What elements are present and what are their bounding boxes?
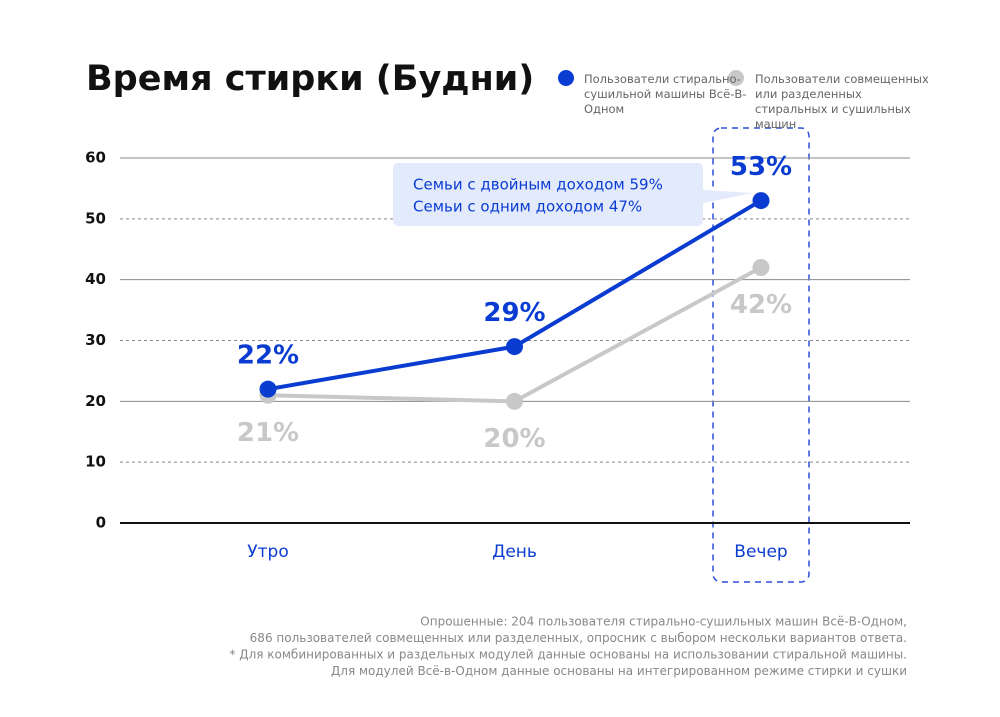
footnote: Для модулей Всё-в-Одном данные основаны …	[331, 664, 907, 678]
data-point	[506, 338, 523, 356]
data-point	[752, 192, 770, 210]
footnote: 686 пользователей совмещенных или раздел…	[250, 631, 907, 645]
highlight-box	[712, 127, 810, 583]
x-tick-label: Утро	[247, 542, 288, 562]
annotation-text: Семьи с одним доходом 47%	[413, 198, 642, 216]
data-label: 22%	[237, 341, 299, 371]
legend-marker	[558, 70, 574, 86]
y-tick-label: 50	[85, 209, 106, 227]
data-label: 42%	[730, 290, 792, 320]
legend-label: Пользователи совмещенных или разделенных…	[755, 72, 929, 131]
y-tick-label: 40	[85, 270, 106, 288]
data-point	[259, 380, 277, 398]
annotation-text: Семьи с двойным доходом 59%	[413, 176, 663, 194]
legend-label: Пользователи стирально-сушильной машины …	[584, 72, 747, 116]
y-tick-label: 60	[85, 149, 106, 167]
data-label: 21%	[237, 418, 299, 448]
annotation-box	[393, 163, 753, 226]
series-line	[267, 198, 763, 392]
series-line	[267, 265, 762, 404]
footnote: Опрошенные: 204 пользователя стирально-с…	[420, 615, 907, 629]
data-label: 53%	[730, 152, 792, 182]
chart-title: Время стирки (Будни)	[86, 59, 534, 99]
y-tick-label: 30	[85, 331, 106, 349]
y-tick-label: 20	[85, 392, 106, 410]
y-tick-label: 10	[85, 453, 106, 471]
legend-marker	[728, 70, 744, 86]
data-point	[506, 392, 523, 410]
data-label: 20%	[483, 424, 545, 454]
footnote: * Для комбинированных и раздельных модул…	[229, 648, 907, 662]
y-tick-label: 0	[96, 514, 106, 532]
data-label: 29%	[483, 298, 545, 328]
x-tick-label: День	[492, 542, 537, 562]
data-point	[752, 259, 770, 276]
x-tick-label: Вечер	[734, 542, 787, 562]
